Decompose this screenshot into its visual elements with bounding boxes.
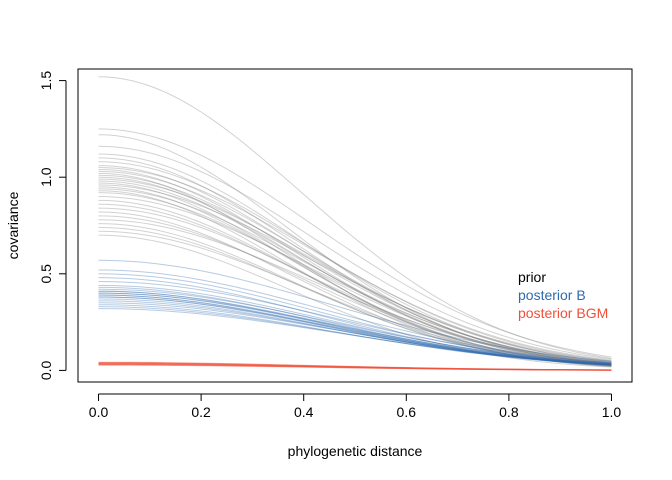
curve-prior-18 bbox=[98, 186, 612, 366]
curve-prior-5 bbox=[98, 157, 612, 365]
curve-posterior-bgm-1 bbox=[98, 362, 612, 371]
curve-prior-26 bbox=[98, 211, 612, 367]
x-axis-title: phylogenetic distance bbox=[288, 443, 423, 459]
curve-prior-31 bbox=[98, 230, 612, 366]
curve-posterior-bgm-7 bbox=[98, 364, 612, 371]
plot-frame bbox=[77, 68, 633, 383]
curve-prior-13 bbox=[98, 176, 612, 366]
curve-prior-0 bbox=[98, 76, 612, 359]
legend-item-prior: prior bbox=[518, 269, 546, 285]
curve-prior-29 bbox=[98, 223, 612, 367]
curve-posterior-b-0 bbox=[98, 259, 612, 362]
curve-posterior-b-11 bbox=[98, 292, 612, 366]
curve-posterior-b-20 bbox=[98, 306, 612, 366]
curve-posterior-b-21 bbox=[98, 308, 612, 365]
legend-item-posterior-b: posterior B bbox=[518, 287, 586, 303]
curve-prior-30 bbox=[98, 226, 612, 367]
curve-posterior-b-19 bbox=[98, 304, 612, 366]
curve-posterior-b-1 bbox=[98, 269, 612, 364]
legend-item-posterior-bgm: posterior BGM bbox=[518, 305, 608, 321]
curve-posterior-bgm-3 bbox=[98, 362, 612, 371]
curve-prior-1 bbox=[98, 128, 612, 358]
curve-posterior-b-3 bbox=[98, 277, 612, 366]
curve-prior-19 bbox=[98, 188, 612, 364]
curve-posterior-b-9 bbox=[98, 290, 612, 366]
x-axis: 0.0 0.2 0.4 0.6 0.8 1.0 bbox=[89, 393, 622, 420]
curve-prior-17 bbox=[98, 184, 612, 362]
x-tick-label: 0.0 bbox=[89, 404, 109, 420]
curve-prior-21 bbox=[98, 192, 612, 365]
curve-posterior-b-15 bbox=[98, 296, 612, 366]
curve-posterior-bgm-4 bbox=[98, 363, 612, 371]
curve-prior-20 bbox=[98, 190, 612, 367]
curve-prior-23 bbox=[98, 199, 612, 366]
curve-prior-11 bbox=[98, 172, 612, 367]
curve-posterior-b-2 bbox=[98, 273, 612, 365]
curve-posterior-b-13 bbox=[98, 294, 612, 366]
curve-posterior-b-6 bbox=[98, 286, 612, 366]
curve-posterior-b-17 bbox=[98, 300, 612, 366]
curve-prior-8 bbox=[98, 167, 612, 361]
y-tick-label: 1.0 bbox=[38, 167, 54, 187]
curve-prior-3 bbox=[98, 145, 612, 360]
curve-prior-6 bbox=[98, 161, 612, 362]
curve-prior-28 bbox=[98, 219, 612, 364]
curve-posterior-bgm-6 bbox=[98, 364, 612, 371]
curve-posterior-b-4 bbox=[98, 281, 612, 364]
x-tick-label: 0.2 bbox=[191, 404, 211, 420]
curve-posterior-b-10 bbox=[98, 292, 612, 365]
x-tick-label: 0.4 bbox=[294, 404, 314, 420]
curve-posterior-b-8 bbox=[98, 290, 612, 366]
curve-prior-22 bbox=[98, 196, 612, 364]
x-tick-label: 0.6 bbox=[397, 404, 417, 420]
curve-prior-14 bbox=[98, 178, 612, 363]
curve-posterior-b-18 bbox=[98, 302, 612, 365]
curve-posterior-bgm-5 bbox=[98, 363, 612, 371]
curve-prior-10 bbox=[98, 170, 612, 363]
x-tick-label: 0.8 bbox=[499, 404, 519, 420]
curve-prior-24 bbox=[98, 203, 612, 366]
curve-prior-9 bbox=[98, 168, 612, 366]
curve-prior-2 bbox=[98, 134, 612, 366]
curve-posterior-bgm-2 bbox=[98, 362, 612, 371]
curve-prior-27 bbox=[98, 215, 612, 366]
curve-posterior-b-7 bbox=[98, 288, 612, 365]
curve-posterior-bgm-0 bbox=[98, 361, 612, 371]
curve-prior-16 bbox=[98, 182, 612, 367]
curve-posterior-b-16 bbox=[98, 298, 612, 366]
curve-posterior-b-12 bbox=[98, 294, 612, 366]
curve-prior-7 bbox=[98, 165, 612, 365]
curve-posterior-b-14 bbox=[98, 296, 612, 365]
y-axis: 0.0 0.5 1.0 1.5 bbox=[38, 71, 67, 380]
x-tick-label: 1.0 bbox=[602, 404, 622, 420]
legend: prior posterior B posterior BGM bbox=[518, 269, 608, 321]
curve-posterior-b-5 bbox=[98, 284, 612, 365]
curve-prior-25 bbox=[98, 207, 612, 365]
curves-layer bbox=[98, 76, 612, 371]
curve-prior-12 bbox=[98, 174, 612, 364]
curve-prior-32 bbox=[98, 234, 612, 368]
y-tick-label: 1.5 bbox=[38, 71, 54, 91]
y-tick-label: 0.5 bbox=[38, 264, 54, 284]
curve-prior-15 bbox=[98, 180, 612, 365]
curve-prior-4 bbox=[98, 153, 612, 363]
y-tick-label: 0.0 bbox=[38, 360, 54, 380]
y-axis-title: covariance bbox=[5, 191, 21, 259]
